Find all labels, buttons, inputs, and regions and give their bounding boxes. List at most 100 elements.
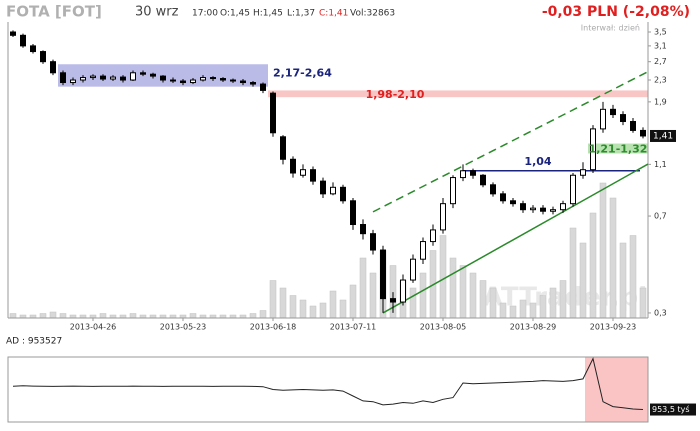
candle-body (230, 79, 236, 82)
volume-bar (99, 313, 107, 319)
volume-bar (529, 302, 537, 319)
y-tick-label: 2,7 (654, 57, 667, 66)
y-tick-label: 0,7 (654, 212, 667, 221)
candle-body (460, 170, 466, 179)
candle-body (300, 169, 306, 176)
x-tick-label: 2013-08-05 (420, 323, 467, 332)
volume-bar (479, 280, 487, 319)
candle-body (280, 136, 286, 160)
candle-body (220, 78, 226, 81)
volume-bar (489, 287, 497, 319)
last-price-label: 1,41 (653, 131, 673, 141)
ticker-title: FOTA [FOT] (6, 3, 102, 21)
candle-body (10, 31, 16, 36)
x-tick-label: 2013-07-11 (330, 323, 377, 332)
candle-body (170, 79, 176, 82)
y-tick-label: 1,9 (654, 97, 667, 106)
volume-bar (549, 287, 557, 319)
candle-body (550, 209, 556, 212)
date: 30 wrz (135, 5, 179, 20)
candle-body (200, 77, 206, 81)
volume-bar (459, 265, 467, 319)
candle-body (320, 180, 326, 195)
x-tick-label: 2013-05-23 (160, 323, 207, 332)
open-text: O:1,45 (220, 9, 250, 19)
candle-body (350, 200, 356, 226)
candle-body (110, 76, 116, 80)
indicator-badge (650, 403, 696, 416)
candle-body (20, 34, 26, 47)
candle-body (470, 170, 476, 176)
volume-bar (249, 313, 257, 319)
candle-body (390, 298, 396, 303)
candle-body (290, 158, 296, 174)
volume-bar (539, 295, 547, 319)
zone-label: 2,17-2,64 (273, 66, 332, 79)
candle-body (420, 241, 426, 260)
candle-body (360, 224, 366, 235)
y-tick-label: 3,5 (654, 28, 667, 37)
candle-body (50, 61, 56, 74)
volume-bar (359, 257, 367, 319)
volume-bar (189, 313, 197, 319)
candle-body (560, 203, 566, 211)
candle-body (640, 129, 646, 137)
volume-bar (299, 299, 307, 319)
candle-body (270, 92, 276, 134)
indicator-frame (7, 356, 649, 423)
candle-body (130, 72, 136, 81)
volume-bar (419, 272, 427, 319)
x-tick-label: 2013-08-29 (510, 323, 557, 332)
volume-bar (59, 313, 67, 319)
volume-bar (339, 299, 347, 319)
candle-body (260, 83, 266, 91)
change: -0,03 PLN (-2,08%) (542, 4, 690, 20)
volume-bar (279, 287, 287, 319)
volume-bar (309, 305, 317, 319)
indicator-label: AD : 953527 (6, 337, 62, 347)
candle-body (500, 193, 506, 202)
candle-body (590, 128, 596, 171)
x-tick-label: 2013-09-23 (590, 323, 637, 332)
volume-bar (589, 212, 597, 319)
candle-body (190, 79, 196, 84)
candle-body (210, 77, 216, 80)
candle-body (250, 82, 256, 85)
candle-body (540, 207, 546, 212)
y-tick-label: 0,3 (654, 308, 667, 317)
candle-body (330, 186, 336, 195)
volume-bar (629, 235, 637, 319)
x-tick-label: 2013-04-26 (70, 323, 117, 332)
candle-body (630, 121, 636, 131)
zone-label: 1,21-1,32 (589, 142, 648, 155)
candle-body (80, 77, 86, 81)
volume-bar (559, 280, 567, 319)
volume-bar (509, 305, 517, 319)
interval: Interwał: dzień (581, 24, 640, 33)
candle-body (480, 174, 486, 186)
candle-body (150, 73, 156, 77)
indicator-last-label: 953,5 tyś (652, 404, 689, 414)
volume-bar (329, 290, 337, 319)
volume-bar (519, 299, 527, 319)
volume-bar (439, 235, 447, 319)
volume-bar (579, 242, 587, 319)
volume-bar (39, 313, 47, 319)
volume-bar (569, 227, 577, 319)
volume-bar (319, 302, 327, 319)
candle-body (620, 114, 626, 123)
candle-body (400, 279, 406, 303)
candle-body (160, 75, 166, 81)
candle-body (140, 72, 146, 75)
x-tick-label: 2013-06-18 (250, 323, 297, 332)
trendline (382, 163, 649, 314)
candle-body (380, 249, 386, 300)
high-text: H:1,45 (253, 9, 283, 19)
volume-bar (609, 197, 617, 319)
volume-bar (449, 257, 457, 319)
candle-body (570, 174, 576, 205)
volume-bar (269, 280, 277, 319)
candle-body (120, 76, 126, 81)
indicator-line (12, 357, 644, 410)
volume-bar (369, 272, 377, 319)
